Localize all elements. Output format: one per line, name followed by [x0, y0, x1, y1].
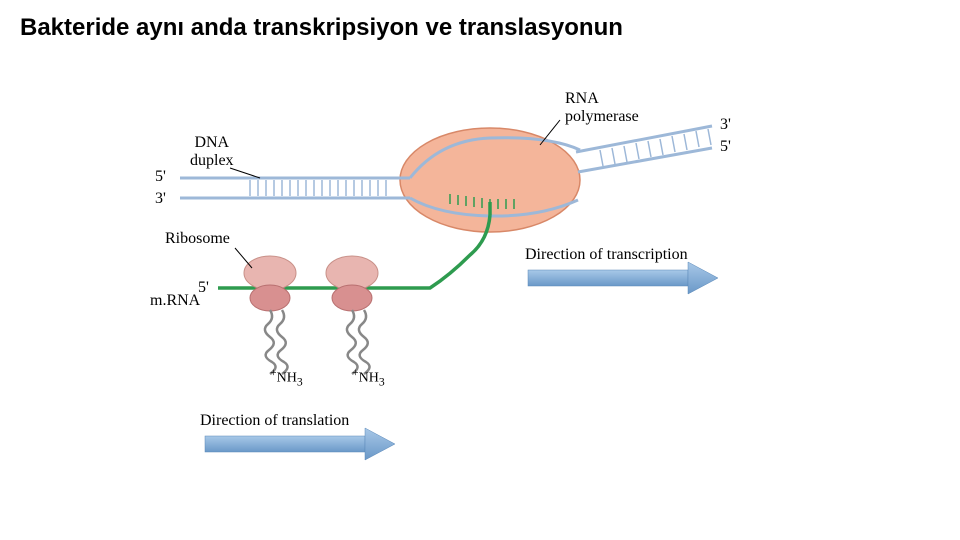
protein-chain-1 — [265, 310, 276, 374]
label-3prime-right: 3' — [720, 116, 731, 134]
label-ribosome: Ribosome — [165, 230, 230, 248]
protein-chain-2 — [347, 310, 358, 374]
label-5prime-right: 5' — [720, 138, 731, 156]
label-3prime-top: 3' — [155, 190, 166, 208]
dna-ticks-right — [600, 129, 711, 166]
dna-top-strand-right — [576, 126, 712, 152]
label-mrna: m.RNA — [150, 292, 200, 310]
label-rna-polymerase: RNApolymerase — [565, 90, 639, 126]
label-5prime-top: 5' — [155, 168, 166, 186]
dna-ticks-left — [250, 180, 386, 196]
label-dir-translation: Direction of translation — [200, 412, 349, 430]
label-nh3-2: +NH3 — [352, 366, 385, 388]
arrow-transcription — [528, 262, 718, 294]
ribosome-1 — [244, 256, 296, 311]
dna-bottom-strand-right — [578, 148, 712, 172]
label-5prime-mrna: 5' — [198, 279, 209, 297]
label-nh3-1: +NH3 — [270, 366, 303, 388]
label-dir-transcription: Direction of transcription — [525, 246, 688, 264]
protein-chain-2b — [359, 310, 370, 374]
diagram-svg — [0, 0, 960, 540]
leader-ribosome — [235, 248, 252, 268]
label-dna-duplex: DNAduplex — [190, 134, 234, 170]
ribosome-2 — [326, 256, 378, 311]
arrow-translation — [205, 428, 395, 460]
protein-chain-1b — [277, 310, 288, 374]
